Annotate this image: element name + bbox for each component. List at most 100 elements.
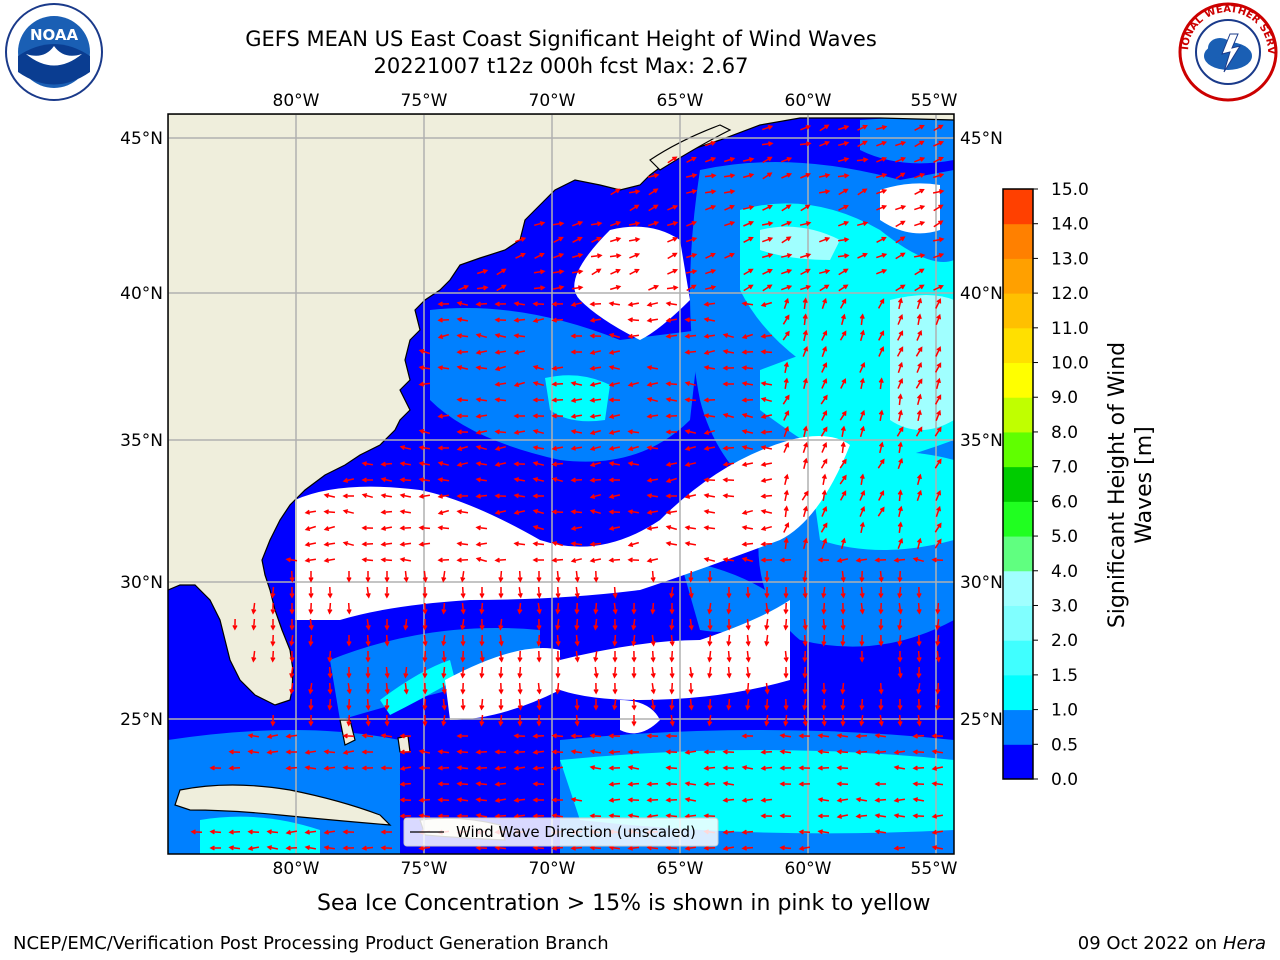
wave-direction-arrow — [532, 797, 544, 803]
wave-direction-arrow — [628, 221, 641, 227]
wave-direction-arrow — [365, 586, 371, 599]
wave-direction-arrow — [935, 313, 942, 325]
wave-direction-arrow — [574, 586, 580, 599]
wave-direction-arrow — [893, 845, 906, 851]
wave-direction-arrow — [285, 557, 298, 563]
wave-direction-arrow — [532, 541, 545, 547]
wave-direction-arrow — [631, 698, 637, 711]
wave-direction-arrow — [456, 301, 469, 307]
wave-direction-arrow — [840, 425, 846, 438]
wave-direction-arrow — [686, 156, 697, 163]
wave-direction-arrow — [456, 397, 469, 403]
wave-direction-arrow — [878, 634, 884, 647]
wave-direction-arrow — [532, 461, 545, 467]
wave-direction-arrow — [859, 602, 865, 615]
wave-direction-arrow — [760, 813, 773, 819]
wave-direction-arrow — [384, 634, 390, 647]
wave-direction-arrow — [437, 365, 450, 371]
wave-direction-arrow — [593, 618, 599, 631]
cuba — [174, 784, 392, 826]
wave-direction-arrow — [895, 140, 907, 147]
wave-direction-arrow — [783, 667, 789, 679]
wave-direction-arrow — [782, 314, 790, 325]
wave-direction-arrow — [897, 441, 903, 454]
wave-direction-arrow — [365, 651, 371, 663]
wave-direction-arrow — [821, 489, 827, 502]
wave-direction-arrow — [570, 333, 582, 339]
wave-direction-arrow — [589, 381, 602, 387]
wave-direction-arrow — [665, 733, 678, 739]
wave-direction-arrow — [608, 733, 621, 739]
wave-direction-arrow — [608, 509, 621, 515]
wave-direction-arrow — [819, 124, 830, 132]
wave-direction-arrow — [820, 522, 828, 533]
wave-direction-arrow — [798, 781, 811, 787]
colorbar-bin — [1003, 501, 1033, 537]
wave-direction-arrow — [555, 618, 561, 631]
wave-direction-arrow — [669, 714, 675, 727]
wave-direction-arrow — [437, 445, 449, 451]
lat-label-left: 30°N — [120, 573, 163, 593]
wave-direction-arrow — [456, 493, 469, 499]
wave-direction-arrow — [571, 252, 584, 259]
wave-direction-arrow — [707, 618, 713, 631]
wave-direction-arrow — [479, 666, 485, 679]
wave-direction-arrow — [536, 650, 542, 663]
wave-direction-arrow — [517, 570, 523, 583]
wave-direction-arrow — [437, 509, 450, 516]
wave-direction-arrow — [228, 845, 241, 851]
wave-direction-arrow — [741, 301, 754, 307]
colorbar-tick-label: 13.0 — [1051, 249, 1089, 269]
wave-direction-arrow — [285, 733, 298, 739]
wave-direction-arrow — [342, 477, 355, 483]
wave-direction-arrow — [551, 733, 564, 739]
wave-direction-arrow — [684, 525, 697, 531]
wave-direction-arrow — [551, 749, 564, 755]
wave-direction-arrow — [631, 602, 637, 615]
wave-direction-arrow — [762, 156, 773, 164]
wave-direction-arrow — [247, 829, 260, 835]
wave-direction-arrow — [722, 333, 734, 339]
wave-direction-arrow — [475, 333, 487, 339]
wave-direction-arrow — [669, 682, 675, 695]
wave-direction-arrow — [285, 845, 298, 851]
wave-direction-arrow — [875, 172, 888, 179]
wave-direction-arrow — [570, 509, 583, 515]
wave-direction-arrow — [935, 634, 941, 647]
colorbar-tick-label: 1.5 — [1051, 666, 1078, 686]
wave-direction-arrow — [532, 524, 545, 531]
wave-direction-arrow — [533, 285, 546, 291]
wave-direction-arrow — [684, 845, 697, 851]
wave-direction-arrow — [838, 204, 849, 211]
wave-direction-arrow — [608, 397, 621, 403]
wave-direction-arrow — [627, 429, 640, 435]
wave-direction-arrow — [479, 650, 485, 663]
wave-direction-arrow — [610, 188, 621, 196]
wave-direction-arrow — [513, 301, 526, 307]
wave-direction-arrow — [475, 493, 488, 499]
wave-direction-arrow — [703, 813, 716, 819]
wave-direction-arrow — [551, 461, 564, 467]
wave-direction-arrow — [555, 666, 561, 679]
wave-direction-arrow — [802, 329, 808, 342]
wave-direction-arrow — [783, 473, 789, 485]
wave-direction-arrow — [304, 845, 317, 851]
wave-direction-arrow — [418, 477, 431, 483]
calm-zones — [295, 183, 940, 734]
wave-direction-arrow — [802, 505, 808, 517]
wave-direction-arrow — [724, 220, 736, 227]
wave-direction-arrow — [517, 682, 523, 695]
wave-direction-arrow — [418, 541, 431, 547]
wave-direction-arrow — [361, 733, 374, 739]
wave-direction-arrow — [762, 124, 774, 131]
wave-direction-arrow — [667, 236, 679, 243]
colorbar-tick-label: 15.0 — [1051, 180, 1089, 200]
wave-direction-arrow — [821, 618, 827, 631]
wave-direction-arrow — [878, 714, 884, 727]
wave-direction-arrow — [646, 493, 659, 499]
wave-direction-arrow — [627, 541, 640, 548]
wave-direction-arrow — [802, 537, 808, 549]
wave-direction-arrow — [722, 829, 735, 835]
wave-direction-arrow — [705, 204, 717, 211]
wave-direction-arrow — [589, 413, 602, 419]
